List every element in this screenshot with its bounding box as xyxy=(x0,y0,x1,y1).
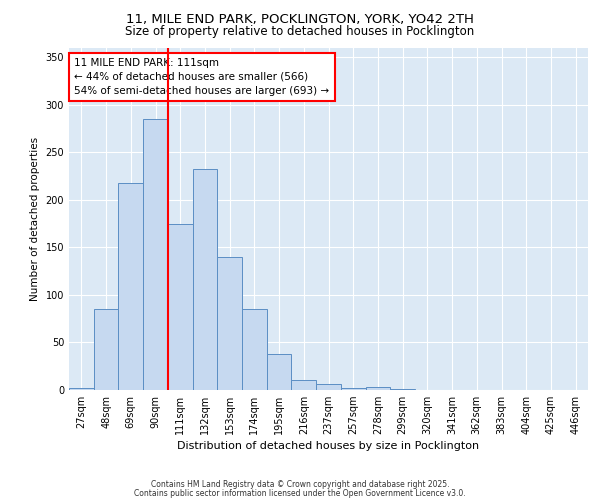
Bar xyxy=(69,388,94,390)
Bar xyxy=(242,309,267,390)
Bar xyxy=(143,119,168,390)
Bar xyxy=(94,309,118,390)
Bar xyxy=(267,354,292,390)
Bar xyxy=(341,388,365,390)
Text: 11 MILE END PARK: 111sqm
← 44% of detached houses are smaller (566)
54% of semi-: 11 MILE END PARK: 111sqm ← 44% of detach… xyxy=(74,58,329,96)
Text: Contains public sector information licensed under the Open Government Licence v3: Contains public sector information licen… xyxy=(134,488,466,498)
X-axis label: Distribution of detached houses by size in Pocklington: Distribution of detached houses by size … xyxy=(178,442,479,452)
Bar xyxy=(365,387,390,390)
Text: Size of property relative to detached houses in Pocklington: Size of property relative to detached ho… xyxy=(125,25,475,38)
Text: 11, MILE END PARK, POCKLINGTON, YORK, YO42 2TH: 11, MILE END PARK, POCKLINGTON, YORK, YO… xyxy=(126,12,474,26)
Bar xyxy=(193,170,217,390)
Bar xyxy=(316,384,341,390)
Bar xyxy=(217,257,242,390)
Bar xyxy=(118,182,143,390)
Y-axis label: Number of detached properties: Number of detached properties xyxy=(30,136,40,301)
Bar xyxy=(292,380,316,390)
Bar xyxy=(390,389,415,390)
Text: Contains HM Land Registry data © Crown copyright and database right 2025.: Contains HM Land Registry data © Crown c… xyxy=(151,480,449,489)
Bar xyxy=(168,224,193,390)
